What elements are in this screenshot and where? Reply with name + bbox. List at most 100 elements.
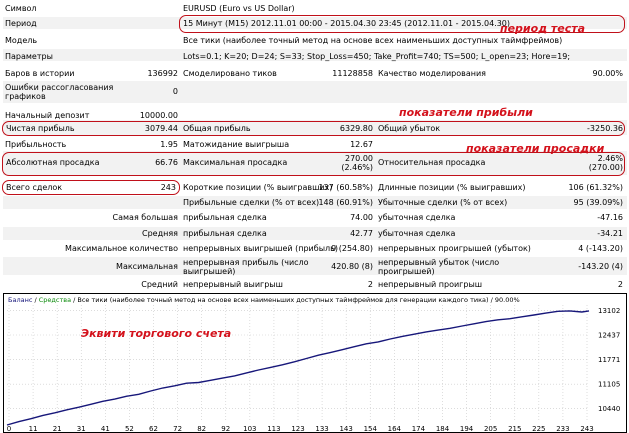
- y-tick-label: 11771: [598, 356, 620, 364]
- avg-consecutive-losses-value: 2: [617, 280, 623, 289]
- errors-label-line2: графиков: [5, 92, 46, 101]
- annotation-test-period: период теста: [500, 22, 586, 35]
- expected-payoff-value: 12.67: [350, 140, 373, 149]
- x-tick-label: 184: [436, 425, 450, 433]
- errors-label-line1: Ошибки рассогласования: [5, 83, 114, 92]
- max-consecutive-loss-label-line2: проигрышей): [378, 267, 435, 276]
- chart-title-separator: /: [32, 296, 38, 304]
- abs-drawdown-label: Абсолютная просадка: [6, 158, 100, 167]
- max-consecutive-losses-value: 4 (-143.20): [578, 244, 623, 253]
- deposit-label: Начальный депозит: [5, 111, 90, 120]
- average-loss-label: убыточная сделка: [378, 229, 456, 238]
- profit-highlight: [2, 121, 625, 136]
- max-consecutive-wins-value: 9 (254.80): [331, 244, 373, 253]
- bars-value: 136992: [147, 69, 178, 78]
- period-label: Период: [5, 19, 37, 28]
- max-count-label: Максимальное количество: [65, 244, 178, 253]
- x-tick-label: 11: [29, 425, 38, 433]
- y-tick-label: 11105: [598, 381, 620, 389]
- annotation-profit: показатели прибыли: [399, 106, 533, 119]
- x-tick-label: 164: [388, 425, 402, 433]
- max-drawdown-percent: (2.46%): [341, 163, 373, 172]
- max-consecutive-losses-label: непрерывных проигрышей (убыток): [378, 244, 531, 253]
- x-tick-label: 154: [364, 425, 378, 433]
- gross-profit-label: Общая прибыль: [183, 124, 251, 133]
- x-tick-label: 72: [173, 425, 182, 433]
- avg-consecutive-losses-label: непрерывный проигрыш: [378, 280, 483, 289]
- quality-label: Качество моделирования: [378, 69, 486, 78]
- profit-factor-label: Прибыльность: [5, 140, 67, 149]
- avg-consecutive-wins-value: 2: [367, 280, 373, 289]
- max-sum-label: Максимальная: [116, 262, 178, 271]
- x-tick-label: 103: [243, 425, 256, 433]
- y-tick-label: 12437: [598, 332, 620, 340]
- loss-trades-value: 95 (39.09%): [573, 198, 623, 207]
- largest-label: Самая большая: [112, 213, 178, 222]
- net-profit-value: 3079.44: [144, 124, 178, 133]
- gross-profit-value: 6329.80: [339, 124, 373, 133]
- profit-trades-label: Прибыльные сделки (% от всех): [183, 198, 320, 207]
- x-tick-label: 233: [556, 425, 569, 433]
- symbol-value: EURUSD (Euro vs US Dollar): [183, 4, 295, 13]
- largest-profit-value: 74.00: [350, 213, 373, 222]
- bars-label: Баров в истории: [5, 69, 75, 78]
- rel-drawdown-amount: (270.00): [588, 163, 623, 172]
- params-value: Lots=0.1; K=20; D=24; S=33; Stop_Loss=45…: [183, 52, 571, 61]
- drawdown-highlight: [2, 152, 625, 176]
- avg-consecutive-wins-label: непрерывный выигрыш: [183, 280, 283, 289]
- y-tick-label: 10440: [598, 405, 620, 413]
- x-tick-label: 133: [315, 425, 328, 433]
- max-consecutive-wins-label: непрерывных выигрышей (прибыль): [183, 244, 338, 253]
- quality-value: 90.00%: [592, 69, 623, 78]
- average-label: Средняя: [142, 229, 178, 238]
- largest-loss-label: убыточная сделка: [378, 213, 456, 222]
- loss-trades-label: Убыточные сделки (% от всех): [378, 198, 508, 207]
- x-tick-label: 92: [221, 425, 230, 433]
- x-tick-label: 243: [580, 425, 593, 433]
- x-tick-label: 143: [339, 425, 352, 433]
- trades-highlight: [2, 180, 180, 195]
- x-tick-label: 52: [125, 425, 134, 433]
- total-trades-label: Всего сделок: [6, 183, 63, 192]
- max-consecutive-profit-label-line2: выигрышей): [183, 267, 236, 276]
- x-tick-label: 82: [197, 425, 206, 433]
- chart-title-balance: Баланс: [8, 296, 33, 304]
- symbol-label: Символ: [5, 4, 37, 13]
- x-tick-label: 123: [291, 425, 304, 433]
- max-consecutive-loss-value: -143.20 (4): [578, 262, 623, 271]
- profit-trades-value: 148 (60.91%): [318, 198, 373, 207]
- deposit-value: 10000.00: [139, 111, 178, 120]
- svg-text:Баланс / Средства / Все тики (: Баланс / Средства / Все тики (наиболее т…: [8, 296, 520, 304]
- x-tick-label: 0: [7, 425, 11, 433]
- chart-frame: [3, 293, 627, 433]
- largest-profit-label: прибыльная сделка: [183, 213, 267, 222]
- long-positions-label: Длинные позиции (% выигравших): [378, 183, 526, 192]
- gross-loss-label: Общий убыток: [378, 124, 441, 133]
- average-profit-label: прибыльная сделка: [183, 229, 267, 238]
- x-tick-label: 21: [53, 425, 62, 433]
- series-line-balance: [6, 310, 590, 426]
- ticks-label: Смоделировано тиков: [183, 69, 277, 78]
- profit-factor-value: 1.95: [160, 140, 178, 149]
- max-consecutive-profit-value: 420.80 (8): [331, 262, 373, 271]
- net-profit-label: Чистая прибыль: [6, 124, 75, 133]
- gross-loss-value: -3250.36: [587, 124, 623, 133]
- chart-title-equity: Средства: [39, 296, 71, 304]
- x-tick-label: 225: [532, 425, 545, 433]
- ticks-value: 11128858: [332, 69, 373, 78]
- total-trades-value: 243: [160, 183, 176, 192]
- annotation-drawdown: показатели просадки: [466, 142, 605, 155]
- long-positions-value: 106 (61.32%): [568, 183, 623, 192]
- x-tick-label: 31: [77, 425, 86, 433]
- chart-title-description: / Все тики (наиболее точный метод на осн…: [71, 296, 520, 304]
- equity-chart: 0 11 21 31 41 52 62 72 82 92 103 113 123 133 143 154 164…: [3, 293, 627, 433]
- max-drawdown-label: Максимальная просадка: [183, 158, 288, 167]
- avg-consecutive-label: Средний: [141, 280, 178, 289]
- x-tick-label: 174: [412, 425, 426, 433]
- x-tick-label: 113: [267, 425, 280, 433]
- average-profit-value: 42.77: [350, 229, 373, 238]
- rel-drawdown-value: 2.46%: [597, 154, 623, 163]
- max-drawdown-value: 270.00: [345, 154, 373, 163]
- short-positions-label: Короткие позиции (% выигравших): [183, 183, 333, 192]
- y-tick-label: 13102: [598, 307, 620, 315]
